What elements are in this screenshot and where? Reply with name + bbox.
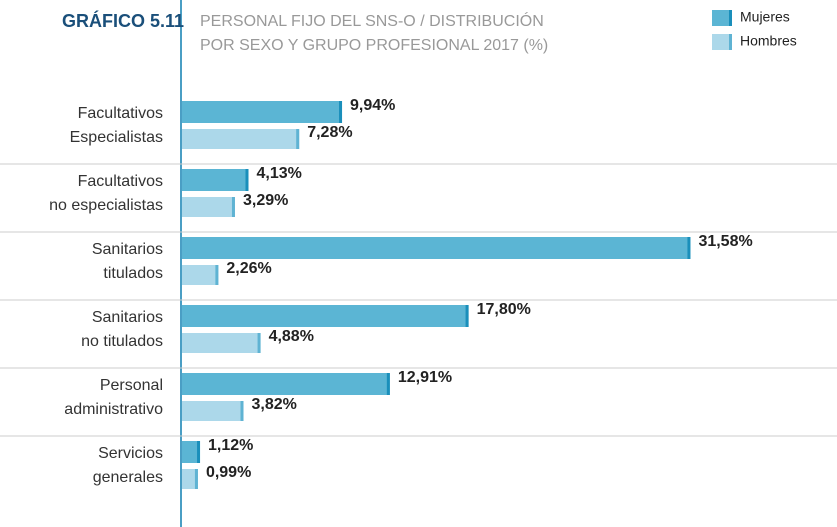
value-label: 0,99% — [206, 464, 251, 481]
category-label: Facultativos — [78, 105, 163, 122]
value-label: 4,88% — [269, 328, 314, 345]
bar-edge — [215, 265, 219, 285]
category-label: administrativo — [64, 401, 163, 418]
bar — [182, 237, 691, 259]
category-label: generales — [93, 469, 163, 486]
chart-title: GRÁFICO 5.11 — [62, 10, 184, 31]
value-label: 2,26% — [226, 260, 271, 277]
value-label: 31,58% — [698, 233, 752, 250]
value-label: 9,94% — [350, 97, 395, 114]
bar-edge — [339, 101, 343, 123]
legend-swatch — [712, 10, 732, 26]
bar-edge — [240, 401, 244, 421]
bar-edge — [231, 197, 235, 217]
bar — [182, 101, 343, 123]
bar-edge — [197, 441, 201, 463]
category-label: Sanitarios — [92, 309, 163, 326]
value-label: 1,12% — [208, 437, 253, 454]
bar-edge — [687, 237, 691, 259]
category-label: Facultativos — [78, 173, 163, 190]
value-label: 3,29% — [243, 192, 288, 209]
category-label: no especialistas — [49, 197, 163, 214]
legend-swatch-edge — [729, 10, 732, 26]
bar — [182, 197, 235, 217]
bar-edge — [465, 305, 469, 327]
category-label: Personal — [100, 377, 163, 394]
bar-edge — [257, 333, 261, 353]
legend-label: Hombres — [740, 33, 797, 49]
bar-edge — [386, 373, 390, 395]
chart-subtitle: PERSONAL FIJO DEL SNS-O / DISTRIBUCIÓN — [200, 11, 544, 30]
value-label: 17,80% — [477, 301, 531, 318]
legend-swatch-edge — [729, 34, 732, 50]
bar — [182, 373, 390, 395]
category-label: Servicios — [98, 445, 163, 462]
bar — [182, 305, 469, 327]
legend-label: Mujeres — [740, 9, 790, 25]
bar — [182, 265, 219, 285]
bar — [182, 169, 249, 191]
legend-swatch — [712, 34, 732, 50]
value-label: 3,82% — [252, 396, 297, 413]
bar-edge — [194, 469, 198, 489]
category-label: Sanitarios — [92, 241, 163, 258]
bar — [182, 469, 198, 489]
bar-edge — [245, 169, 249, 191]
value-label: 7,28% — [307, 124, 352, 141]
category-label: no titulados — [81, 333, 163, 350]
value-label: 4,13% — [256, 165, 301, 182]
bar — [182, 129, 300, 149]
category-label: titulados — [103, 265, 163, 282]
bar-edge — [296, 129, 300, 149]
value-label: 12,91% — [398, 369, 452, 386]
bar — [182, 441, 201, 463]
bar — [182, 333, 261, 353]
chart-subtitle: POR SEXO Y GRUPO PROFESIONAL 2017 (%) — [200, 37, 548, 54]
bar — [182, 401, 244, 421]
category-label: Especialistas — [70, 129, 163, 146]
